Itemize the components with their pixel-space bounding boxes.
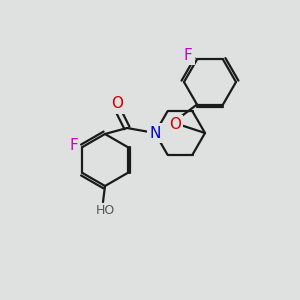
Text: F: F xyxy=(184,48,192,63)
Text: O: O xyxy=(169,117,181,132)
Text: N: N xyxy=(149,125,161,140)
Text: F: F xyxy=(69,137,78,152)
Text: O: O xyxy=(111,97,123,112)
Text: HO: HO xyxy=(95,205,115,218)
